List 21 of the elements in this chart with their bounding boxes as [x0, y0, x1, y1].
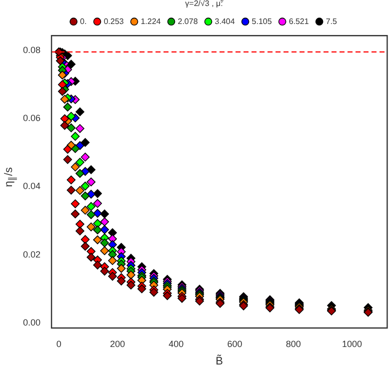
- legend-title: γ=2/√3 , μ̃:: [185, 0, 224, 8]
- y-tick-label: 0.06: [22, 113, 41, 124]
- x-axis-title: B̃: [216, 354, 224, 368]
- x-tick-label: 200: [110, 338, 125, 349]
- legend-label: 6.521: [288, 16, 310, 26]
- legend-label: 0.: [80, 16, 87, 26]
- y-tick-label: 0.02: [22, 249, 41, 260]
- x-tick-label: 600: [227, 338, 242, 349]
- legend-label: 7.5: [326, 16, 338, 26]
- x-tick-label: 0: [56, 338, 62, 349]
- legend-label: 5.105: [252, 16, 272, 26]
- x-tick-label: 1000: [342, 338, 362, 349]
- legend-label: 0.253: [104, 16, 124, 26]
- legend-label: 1.224: [140, 16, 162, 26]
- y-tick-label: 0.04: [22, 181, 41, 192]
- legend-label: 2.078: [178, 16, 198, 26]
- legend-label: 3.404: [214, 16, 236, 26]
- x-tick-label: 800: [286, 338, 301, 349]
- y-tick-label: 0.08: [22, 45, 41, 56]
- x-tick-label: 400: [168, 338, 184, 349]
- y-tick-label: 0.00: [22, 317, 41, 328]
